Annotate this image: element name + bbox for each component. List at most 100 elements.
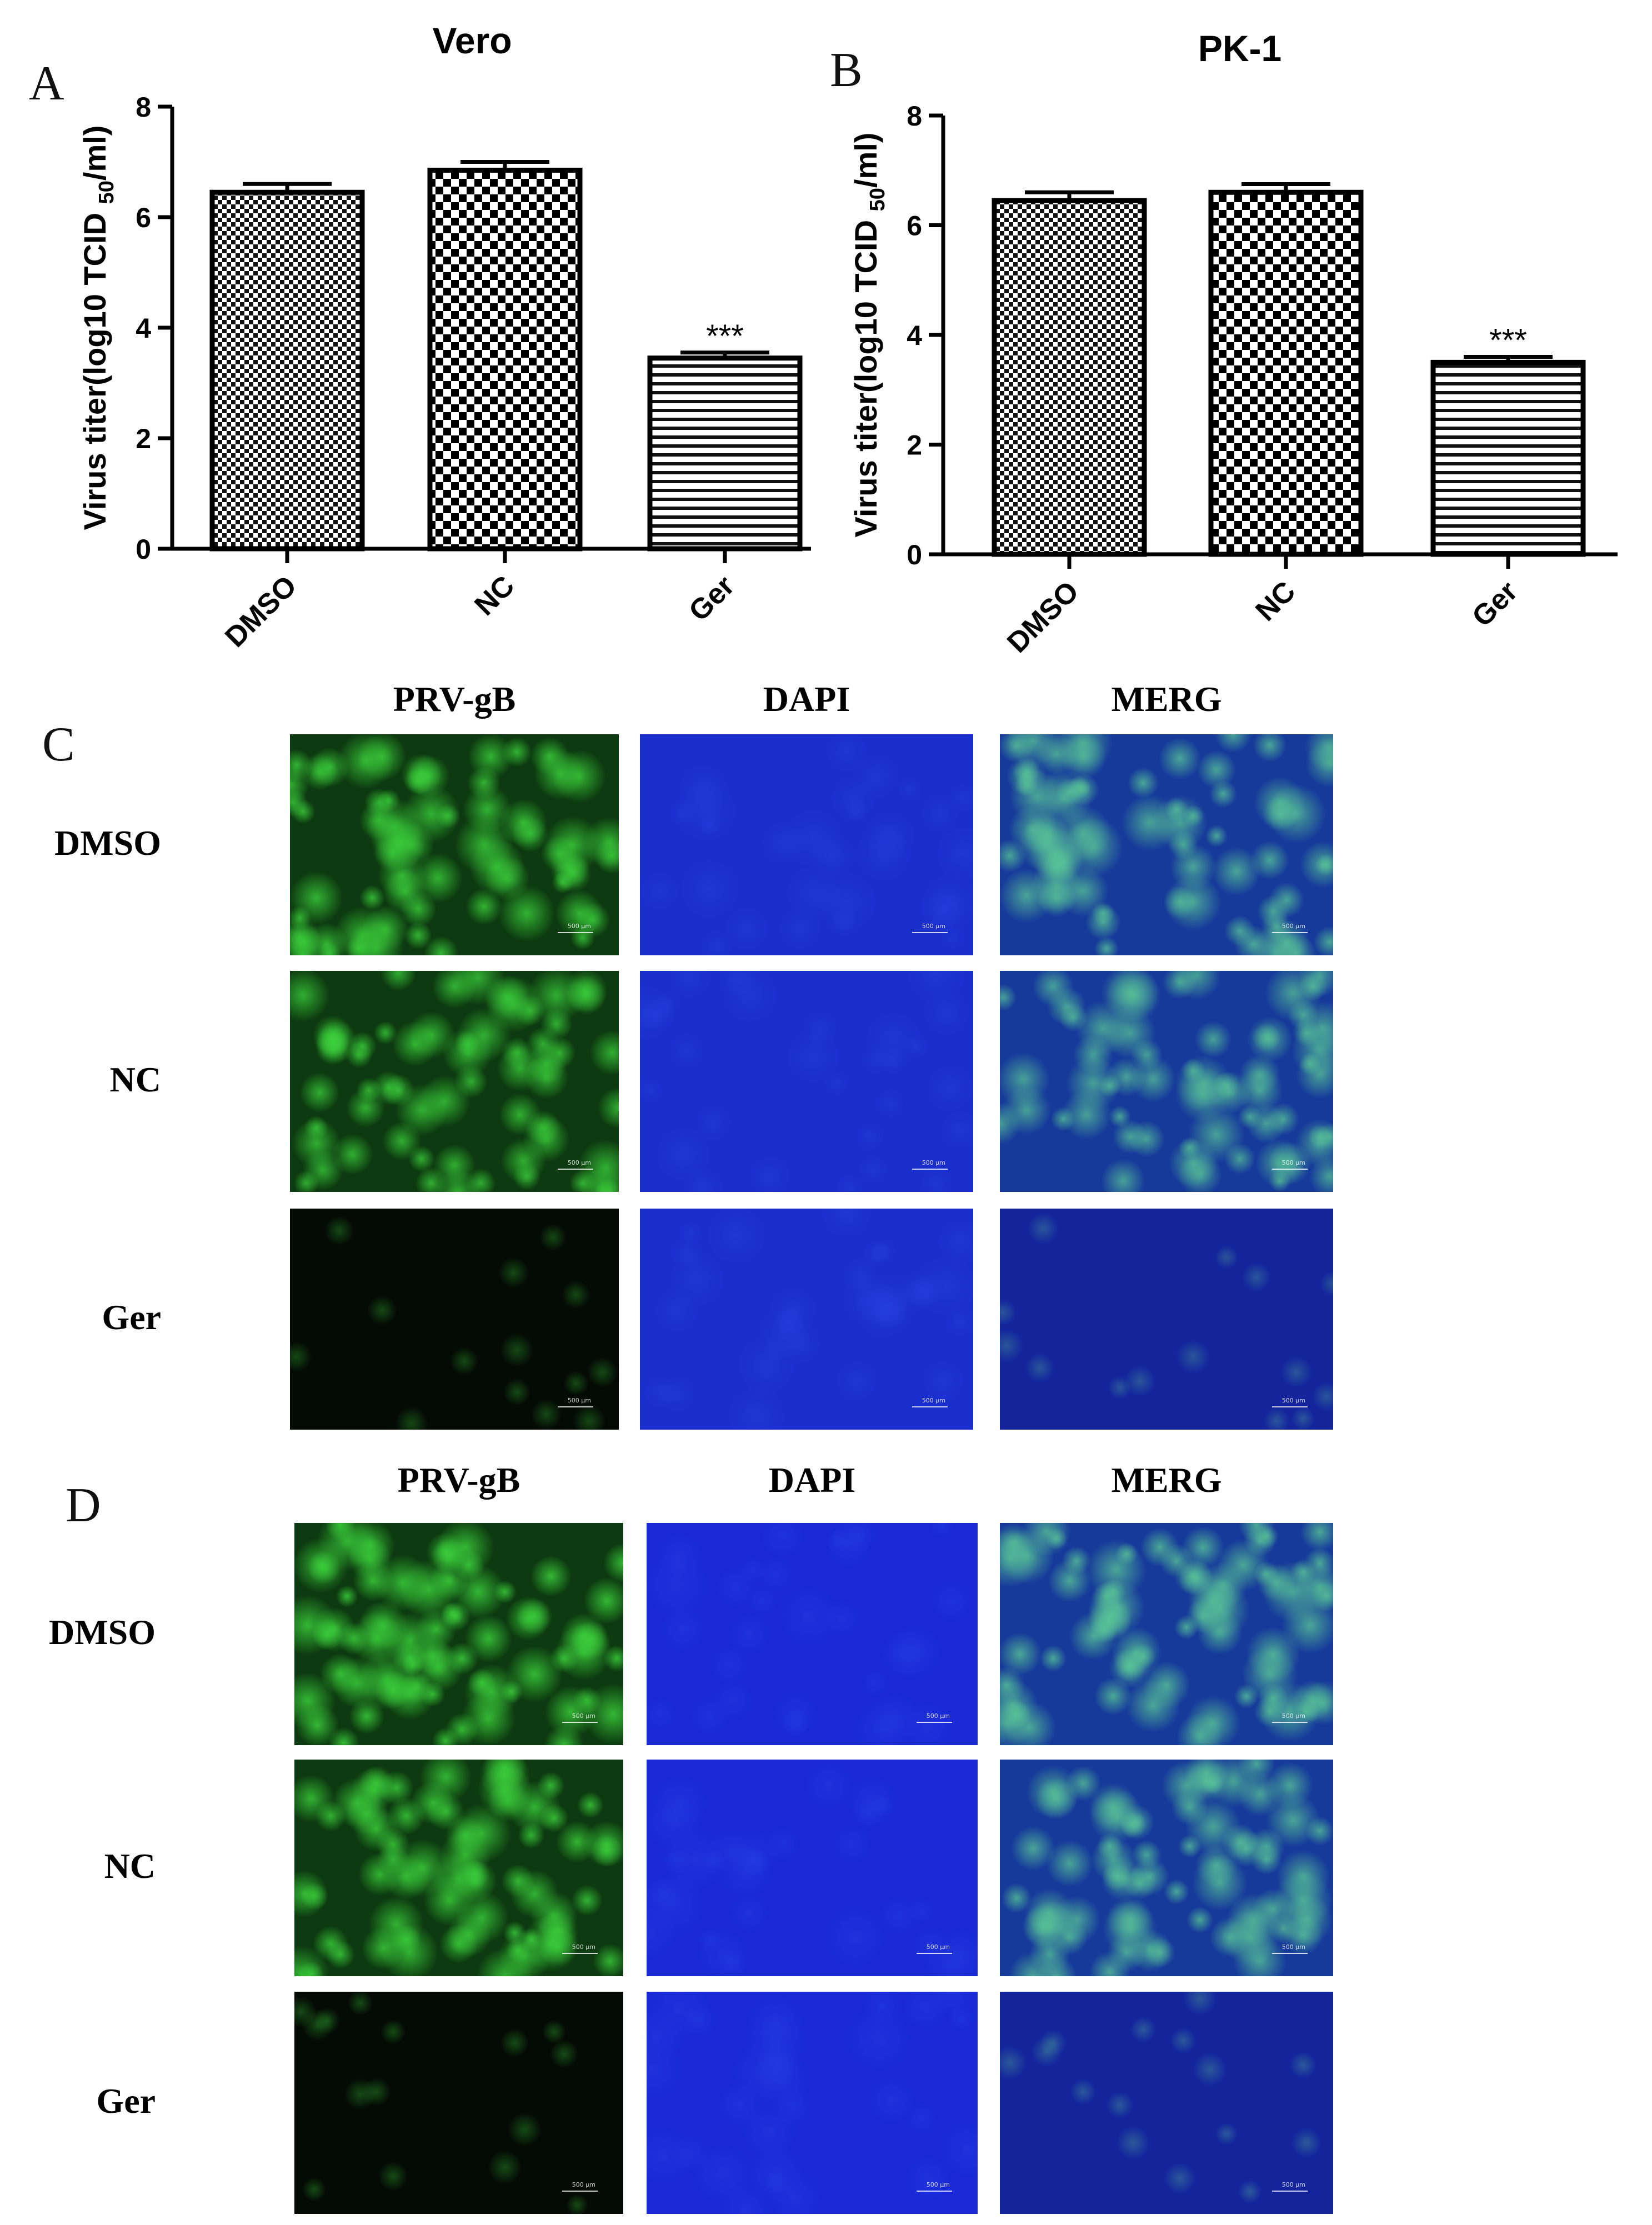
y-tick-label: 2 bbox=[136, 423, 151, 454]
micrograph-dmso-dapi: 500 µm bbox=[647, 1523, 978, 1745]
micrograph-nc-prv-gb: 500 µm bbox=[294, 1760, 623, 1976]
scale-text: 500 µm bbox=[1281, 923, 1305, 930]
scale-text: 500 µm bbox=[926, 1943, 950, 1951]
micrograph-ger-dapi: 500 µm bbox=[640, 1209, 973, 1430]
bar-ger bbox=[647, 355, 803, 552]
scale-bar bbox=[1272, 1406, 1308, 1407]
micrograph-dmso-merg: 500 µm bbox=[1000, 1523, 1333, 1745]
bar-ger bbox=[1430, 359, 1586, 557]
micrograph-ger-merg: 500 µm bbox=[1000, 1209, 1333, 1430]
row-label-ger: Ger bbox=[102, 1297, 161, 1337]
category-label: NC bbox=[468, 569, 520, 622]
category-label: NC bbox=[1249, 575, 1301, 627]
y-tick-label: 6 bbox=[136, 202, 151, 233]
scale-text: 500 µm bbox=[572, 1943, 595, 1951]
column-header-merg: MERG bbox=[1111, 679, 1222, 719]
micrograph-nc-dapi: 500 µm bbox=[647, 1760, 978, 1976]
scale-text: 500 µm bbox=[1281, 2181, 1305, 2188]
row-label-nc: NC bbox=[104, 1846, 156, 1886]
y-axis-label: Virus titer(log10 TCID 50/ml) bbox=[848, 133, 889, 538]
panel-letter-c: C bbox=[42, 718, 75, 771]
scale-bar bbox=[1272, 1953, 1308, 1954]
panel-letter-a: A bbox=[29, 57, 64, 111]
column-header-merg: MERG bbox=[1111, 1460, 1222, 1500]
micrograph-ger-dapi: 500 µm bbox=[647, 1992, 978, 2214]
scale-bar bbox=[1272, 1169, 1308, 1170]
scale-bar bbox=[1272, 1722, 1308, 1723]
scale-bar bbox=[558, 1169, 593, 1170]
y-tick-label: 6 bbox=[907, 211, 922, 242]
scale-bar bbox=[1272, 932, 1308, 933]
scale-text: 500 µm bbox=[572, 1712, 595, 1720]
column-header-prv-gb: PRV-gB bbox=[397, 1460, 520, 1500]
scale-text: 500 µm bbox=[1281, 1159, 1305, 1166]
bar-nc bbox=[427, 167, 583, 552]
significance-label: *** bbox=[1489, 323, 1527, 359]
micrograph-dmso-prv-gb: 500 µm bbox=[294, 1523, 623, 1745]
scale-text: 500 µm bbox=[567, 1397, 591, 1404]
significance-label: *** bbox=[706, 318, 744, 354]
column-header-dapi: DAPI bbox=[763, 679, 850, 719]
scale-text: 500 µm bbox=[567, 923, 591, 930]
column-header-prv-gb: PRV-gB bbox=[393, 679, 516, 719]
y-tick-label: 8 bbox=[136, 92, 151, 123]
scale-bar bbox=[1272, 2191, 1308, 2192]
y-tick-label: 0 bbox=[136, 534, 151, 565]
y-axis-label: Virus titer(log10 TCID 50/ml) bbox=[77, 126, 118, 530]
scale-bar bbox=[912, 1406, 948, 1407]
y-tick-label: 0 bbox=[907, 539, 922, 570]
scale-text: 500 µm bbox=[922, 923, 945, 930]
row-label-nc: NC bbox=[109, 1060, 161, 1099]
scale-bar bbox=[917, 1722, 952, 1723]
micrograph-ger-merg: 500 µm bbox=[1000, 1992, 1333, 2214]
micrograph-nc-merg: 500 µm bbox=[1000, 971, 1333, 1192]
micrograph-nc-merg: 500 µm bbox=[1000, 1760, 1333, 1976]
row-label-dmso: DMSO bbox=[54, 823, 161, 863]
row-label-ger: Ger bbox=[96, 2081, 156, 2121]
scale-text: 500 µm bbox=[926, 2181, 950, 2188]
scale-text: 500 µm bbox=[1281, 1397, 1305, 1404]
scale-text: 500 µm bbox=[567, 1159, 591, 1166]
pk1-bar-chart: PK-1 0 2 4 6 8 Virus titer(log10 TCID 50/ml) DM… bbox=[848, 28, 1618, 659]
micrograph-ger-prv-gb: 500 µm bbox=[290, 1209, 619, 1430]
scale-text: 500 µm bbox=[922, 1159, 945, 1166]
scale-text: 500 µm bbox=[1281, 1943, 1305, 1951]
scale-bar bbox=[562, 1953, 598, 1954]
scale-text: 500 µm bbox=[572, 2181, 595, 2188]
scale-bar bbox=[912, 932, 948, 933]
scale-text: 500 µm bbox=[1281, 1712, 1305, 1720]
category-label: Ger bbox=[1466, 575, 1524, 633]
scale-text: 500 µm bbox=[922, 1397, 945, 1404]
scale-bar bbox=[917, 1953, 952, 1954]
bar-dmso bbox=[992, 198, 1147, 557]
scale-bar bbox=[562, 1722, 598, 1723]
micrograph-ger-prv-gb: 500 µm bbox=[294, 1992, 623, 2214]
scale-text: 500 µm bbox=[926, 1712, 950, 1720]
y-tick-label: 4 bbox=[907, 320, 922, 351]
column-header-dapi: DAPI bbox=[768, 1460, 856, 1500]
micrograph-dmso-merg: 500 µm bbox=[1000, 734, 1333, 955]
chart-title: Vero bbox=[432, 20, 512, 61]
row-label-dmso: DMSO bbox=[49, 1612, 156, 1652]
scale-bar bbox=[912, 1169, 948, 1170]
panel-letter-d: D bbox=[66, 1479, 101, 1532]
scale-bar bbox=[917, 2191, 952, 2192]
category-label: DMSO bbox=[1001, 575, 1085, 659]
micrograph-nc-prv-gb: 500 µm bbox=[290, 971, 619, 1192]
y-tick-label: 2 bbox=[907, 430, 922, 461]
bar-nc bbox=[1208, 189, 1364, 557]
micrograph-nc-dapi: 500 µm bbox=[640, 971, 973, 1192]
vero-bar-chart: Vero 0 2 4 6 8 Virus titer(log10 TCID 50/ml) DM… bbox=[77, 20, 811, 654]
scale-bar bbox=[562, 2191, 598, 2192]
y-tick-label: 8 bbox=[907, 101, 922, 132]
scale-bar bbox=[558, 1406, 593, 1407]
category-label: Ger bbox=[683, 569, 740, 627]
micrograph-dmso-prv-gb: 500 µm bbox=[290, 734, 619, 955]
chart-title: PK-1 bbox=[1198, 28, 1281, 69]
scale-bar bbox=[558, 932, 593, 933]
y-tick-label: 4 bbox=[136, 313, 151, 344]
bar-dmso bbox=[209, 189, 365, 552]
micrograph-dmso-dapi: 500 µm bbox=[640, 734, 973, 955]
panel-letter-b: B bbox=[830, 43, 863, 97]
category-label: DMSO bbox=[219, 569, 303, 653]
